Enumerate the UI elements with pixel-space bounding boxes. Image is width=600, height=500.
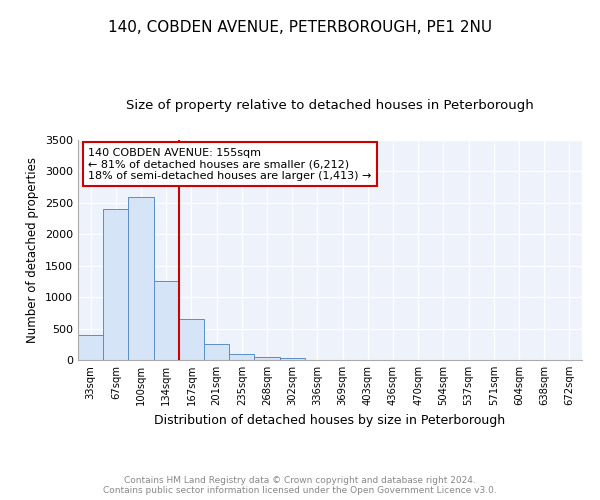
Bar — [280, 358, 305, 360]
Bar — [78, 335, 103, 360]
Bar — [229, 354, 254, 360]
Text: 140 COBDEN AVENUE: 155sqm
← 81% of detached houses are smaller (6,212)
18% of se: 140 COBDEN AVENUE: 155sqm ← 81% of detac… — [88, 148, 371, 180]
Text: Contains HM Land Registry data © Crown copyright and database right 2024.
Contai: Contains HM Land Registry data © Crown c… — [103, 476, 497, 495]
X-axis label: Distribution of detached houses by size in Peterborough: Distribution of detached houses by size … — [154, 414, 506, 426]
Bar — [179, 319, 204, 360]
Title: Size of property relative to detached houses in Peterborough: Size of property relative to detached ho… — [126, 100, 534, 112]
Text: 140, COBDEN AVENUE, PETERBOROUGH, PE1 2NU: 140, COBDEN AVENUE, PETERBOROUGH, PE1 2N… — [108, 20, 492, 35]
Bar — [154, 282, 179, 360]
Y-axis label: Number of detached properties: Number of detached properties — [26, 157, 40, 343]
Bar — [254, 357, 280, 360]
Bar — [103, 209, 128, 360]
Bar — [204, 344, 229, 360]
Bar — [128, 196, 154, 360]
